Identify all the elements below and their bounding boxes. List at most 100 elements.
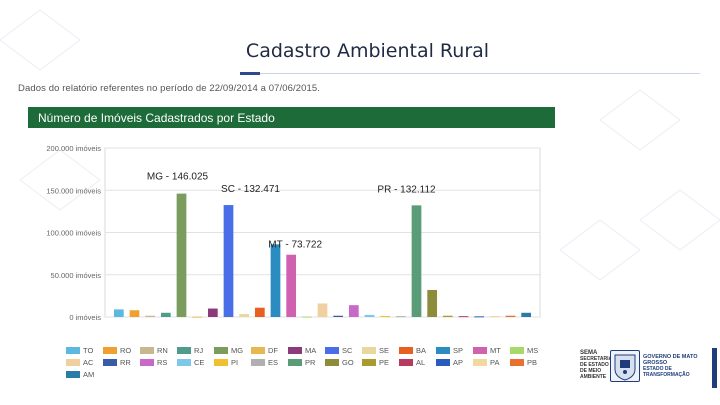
title-accent-bar <box>240 72 260 75</box>
legend-label: SE <box>379 346 390 355</box>
legend-label: DF <box>268 346 278 355</box>
bar-ba <box>254 307 265 317</box>
legend-item-es: ES <box>251 358 278 367</box>
legend-label: CE <box>194 358 205 367</box>
legend-item-pr: PR <box>288 358 315 367</box>
legend-swatch <box>362 359 376 366</box>
annotation-mg: MG - 146.025 <box>147 172 209 183</box>
legend-label: SP <box>453 346 464 355</box>
legend-swatch <box>399 347 413 354</box>
bar-pb <box>505 315 516 317</box>
legend-swatch <box>177 359 191 366</box>
legend-item-am: AM <box>66 370 94 379</box>
legend-label: PR <box>305 358 316 367</box>
legend-swatch <box>103 359 117 366</box>
legend-swatch <box>510 347 524 354</box>
legend-item-rr: RR <box>103 358 131 367</box>
legend-label: BA <box>416 346 427 355</box>
legend-item-rn: RN <box>140 346 168 355</box>
side-accent-bar <box>712 348 717 388</box>
legend-item-to: TO <box>66 346 93 355</box>
legend-swatch <box>140 347 154 354</box>
legend-label: MT <box>490 346 501 355</box>
legend-swatch <box>436 359 450 366</box>
legend-label: MG <box>231 346 244 355</box>
legend-item-pe: PE <box>362 358 389 367</box>
legend-label: TO <box>83 346 94 355</box>
bar-rr <box>333 315 344 317</box>
title-divider <box>260 73 700 74</box>
legend-swatch <box>177 347 191 354</box>
bar-se <box>239 314 250 317</box>
logo-area: SEMA SECRETARIA DE ESTADO DE MEIO AMBIEN… <box>580 350 720 390</box>
bar-ac <box>317 303 328 317</box>
legend-swatch <box>288 347 302 354</box>
bar-al <box>458 316 469 318</box>
legend-item-rj: RJ <box>177 346 203 355</box>
legend-label: RS <box>157 358 168 367</box>
legend-swatch <box>362 347 376 354</box>
bar-ro <box>129 310 140 317</box>
bar-pr <box>411 205 422 317</box>
legend-item-ce: CE <box>177 358 204 367</box>
legend-item-ba: BA <box>399 346 426 355</box>
legend-swatch <box>510 359 524 366</box>
report-period-text: Dados do relatório referentes no período… <box>18 83 321 94</box>
legend-swatch <box>251 359 265 366</box>
legend-label: RN <box>157 346 168 355</box>
slide-title: Cadastro Ambiental Rural <box>245 40 490 62</box>
legend-label: MS <box>527 346 539 355</box>
legend-swatch <box>66 371 80 378</box>
legend-label: AL <box>416 358 426 367</box>
y-tick-label: 200.000 imóveis <box>46 144 101 153</box>
bar-to <box>113 309 124 317</box>
legend-label: AP <box>453 358 464 367</box>
bar-pi <box>380 315 391 317</box>
bar-am <box>521 312 532 317</box>
bar-go <box>427 289 438 317</box>
legend-label: RR <box>120 358 131 367</box>
annotation-mt: MT - 73.722 <box>268 240 322 251</box>
legend-swatch <box>66 347 80 354</box>
legend-label: PA <box>490 358 500 367</box>
legend-item-df: DF <box>251 346 278 355</box>
government-logo: GOVERNO DE MATO GROSSO ESTADO DE TRANSFO… <box>643 354 698 378</box>
bar-sp <box>270 244 281 317</box>
legend-label: GO <box>342 358 354 367</box>
chart-header: Número de Imóveis Cadastrados por Estado <box>28 107 555 128</box>
legend-swatch <box>214 359 228 366</box>
legend-label: PI <box>231 358 239 367</box>
legend-swatch <box>288 359 302 366</box>
legend-label: RJ <box>194 346 204 355</box>
legend-label: RO <box>120 346 132 355</box>
y-tick-label: 50.000 imóveis <box>51 271 102 280</box>
legend-item-pi: PI <box>214 358 238 367</box>
bar-pe <box>442 315 453 317</box>
bar-rs <box>348 305 359 317</box>
legend-item-mg: MG <box>214 346 243 355</box>
bar-mg <box>176 193 187 317</box>
bar-es <box>395 316 406 318</box>
legend-label: MA <box>305 346 317 355</box>
legend-item-se: SE <box>362 346 389 355</box>
annotation-sc: SC - 132.471 <box>221 184 280 195</box>
legend-swatch <box>214 347 228 354</box>
legend-swatch <box>325 359 339 366</box>
bar-rj <box>160 312 171 317</box>
legend-item-pa: PA <box>473 358 499 367</box>
bar-ma <box>207 308 218 317</box>
legend-item-al: AL <box>399 358 425 367</box>
legend-item-rs: RS <box>140 358 167 367</box>
legend-item-ap: AP <box>436 358 463 367</box>
legend-label: ES <box>268 358 279 367</box>
legend-label: PE <box>379 358 390 367</box>
legend-swatch <box>140 359 154 366</box>
legend-swatch <box>436 347 450 354</box>
legend-swatch <box>325 347 339 354</box>
bar-sc <box>223 205 234 317</box>
legend-item-mt: MT <box>473 346 501 355</box>
bar-mt <box>286 254 297 317</box>
legend-swatch <box>66 359 80 366</box>
legend-item-sc: SC <box>325 346 352 355</box>
legend-item-ac: AC <box>66 358 93 367</box>
